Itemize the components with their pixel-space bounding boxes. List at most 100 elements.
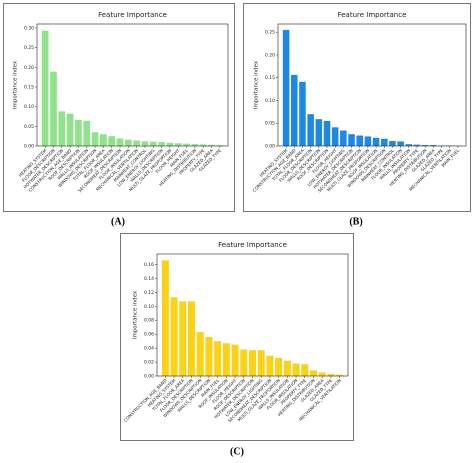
bar <box>372 137 380 146</box>
bar <box>50 71 57 146</box>
bar <box>170 297 178 376</box>
bar <box>307 114 314 146</box>
bar <box>191 144 199 146</box>
y-tick-label: 0.15 <box>24 84 34 90</box>
bar <box>83 120 91 146</box>
y-tick-label: 0.00 <box>144 374 154 380</box>
bar <box>141 141 149 146</box>
bar <box>356 135 363 146</box>
bar <box>381 138 388 146</box>
chart-title: Feature Importance <box>338 11 407 19</box>
y-tick-label: 0.25 <box>24 45 34 51</box>
bar <box>208 144 215 146</box>
bar <box>291 74 298 146</box>
bar <box>331 127 339 146</box>
y-tick-label: 0.25 <box>265 30 275 36</box>
bar <box>282 29 290 147</box>
bar <box>430 145 437 146</box>
bar <box>216 145 224 146</box>
panel-frame <box>120 233 354 441</box>
bar <box>323 120 331 146</box>
y-tick-label: 0.16 <box>144 262 154 268</box>
y-tick-label: 0.10 <box>144 304 154 310</box>
plot-frame <box>277 23 467 147</box>
bar <box>188 301 195 376</box>
y-tick-label: 0.20 <box>265 52 275 58</box>
bar <box>108 136 116 146</box>
bar <box>196 332 204 376</box>
bar <box>214 341 222 376</box>
bar <box>249 350 256 376</box>
bar <box>149 141 157 146</box>
bar <box>413 144 421 146</box>
y-tick-label: 0.14 <box>144 276 154 282</box>
y-axis-label: Importance index <box>133 290 139 339</box>
bar <box>397 141 404 146</box>
y-tick-label: 0.08 <box>144 318 154 324</box>
y-axis-label: Importance index <box>13 60 19 109</box>
bar <box>315 119 323 146</box>
y-tick-label: 0.00 <box>265 144 275 150</box>
y-tick-label: 0.10 <box>265 98 275 104</box>
bar <box>240 349 248 376</box>
caption: (A) <box>111 216 125 227</box>
bar <box>205 336 213 376</box>
bar <box>166 142 174 146</box>
bar <box>257 350 265 376</box>
bar <box>275 357 283 376</box>
y-tick-label: 0.04 <box>144 346 154 352</box>
bar <box>340 130 347 146</box>
y-tick-label: 0.06 <box>144 332 154 338</box>
bar <box>318 372 326 376</box>
bar <box>100 134 107 146</box>
y-tick-label: 0.20 <box>24 65 34 71</box>
y-tick-label: 0.05 <box>24 124 34 130</box>
y-axis-label: Importance index <box>254 60 260 109</box>
y-tick-label: 0.30 <box>24 25 34 31</box>
bar <box>179 301 187 376</box>
y-tick-label: 0.12 <box>144 290 154 296</box>
bar <box>292 363 300 376</box>
bar <box>266 355 274 376</box>
y-tick-label: 0.15 <box>265 75 275 81</box>
bar <box>348 134 355 146</box>
bar <box>231 344 239 376</box>
panel-frame <box>243 3 471 212</box>
bar <box>327 373 335 376</box>
bar <box>58 111 66 146</box>
bar <box>91 132 99 146</box>
bar <box>75 120 82 146</box>
bar <box>310 370 317 376</box>
y-tick-label: 0.02 <box>144 360 154 366</box>
y-tick-label: 0.10 <box>24 104 34 110</box>
bar <box>116 138 124 146</box>
bar <box>364 136 372 146</box>
bar <box>283 360 291 376</box>
bar <box>66 113 74 146</box>
y-tick-label: 0.00 <box>24 144 34 150</box>
bar <box>133 140 140 146</box>
bar <box>174 143 182 146</box>
plot-frame <box>156 253 349 377</box>
caption: (C) <box>230 446 244 457</box>
chart-title: Feature Importance <box>98 11 167 19</box>
y-tick-label: 0.05 <box>265 121 275 127</box>
bar <box>405 144 413 146</box>
bar <box>125 139 132 146</box>
panel-frame <box>3 3 235 212</box>
bar <box>222 343 230 376</box>
bar <box>183 143 190 146</box>
bar <box>299 81 306 146</box>
caption: (B) <box>349 216 362 227</box>
bar <box>301 364 309 376</box>
chart-title: Feature Importance <box>218 241 287 249</box>
bar <box>421 145 429 146</box>
bar <box>389 140 396 146</box>
plot-frame <box>36 23 229 147</box>
bar <box>336 374 344 376</box>
bar <box>41 30 49 146</box>
bar <box>199 144 207 146</box>
bar <box>161 260 169 376</box>
